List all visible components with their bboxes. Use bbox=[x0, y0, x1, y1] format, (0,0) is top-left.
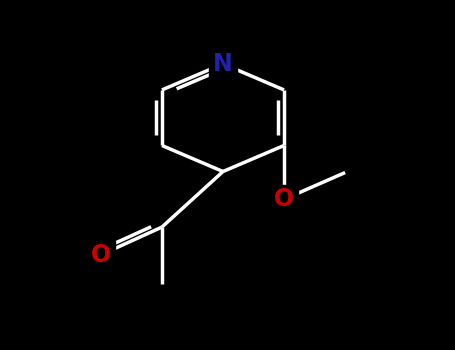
Text: N: N bbox=[213, 52, 233, 76]
Text: O: O bbox=[274, 187, 294, 211]
Text: O: O bbox=[91, 243, 111, 267]
